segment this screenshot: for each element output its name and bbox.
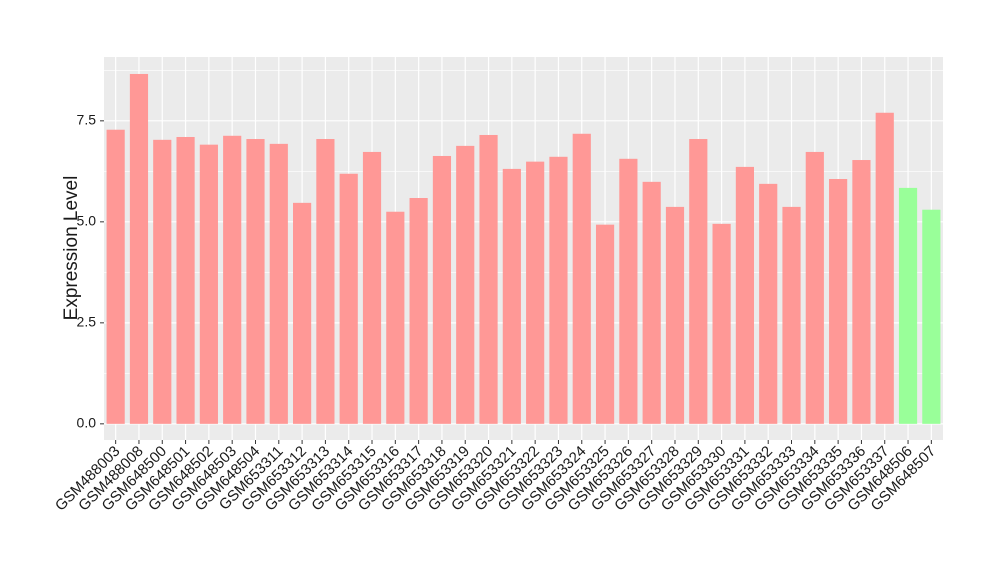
bar — [339, 173, 358, 424]
bar — [712, 223, 731, 424]
y-tick-label: 5.0 — [77, 213, 97, 229]
bar — [549, 156, 568, 424]
bar — [502, 168, 521, 424]
y-axis-label: Expression Level — [61, 176, 82, 321]
bar — [689, 139, 708, 424]
bar — [269, 143, 288, 424]
bar — [782, 206, 801, 424]
bar — [875, 112, 894, 424]
bar — [362, 151, 382, 424]
bar — [572, 133, 591, 424]
bar — [829, 179, 848, 424]
bar — [176, 136, 195, 424]
y-tick-label: 0.0 — [77, 415, 97, 431]
bar — [386, 211, 405, 424]
y-tick-label: 2.5 — [77, 314, 97, 330]
bar — [409, 197, 428, 424]
bar — [642, 181, 661, 424]
bar — [735, 166, 754, 424]
bar — [619, 158, 638, 424]
bar — [199, 144, 218, 424]
bar — [595, 224, 615, 424]
bar — [129, 73, 149, 424]
bar — [479, 134, 498, 424]
bar — [665, 206, 685, 424]
bar — [759, 183, 778, 424]
bar — [106, 129, 125, 424]
bar — [316, 139, 335, 424]
bar — [526, 161, 545, 424]
bar — [153, 139, 172, 424]
y-tick-label: 7.5 — [77, 112, 97, 128]
bar — [246, 139, 265, 424]
bar — [223, 135, 242, 424]
bar — [922, 209, 941, 424]
bar — [432, 155, 452, 424]
bar — [805, 151, 824, 424]
bar — [456, 145, 475, 424]
bar — [852, 160, 871, 424]
bar — [898, 187, 918, 424]
bar — [293, 202, 312, 424]
